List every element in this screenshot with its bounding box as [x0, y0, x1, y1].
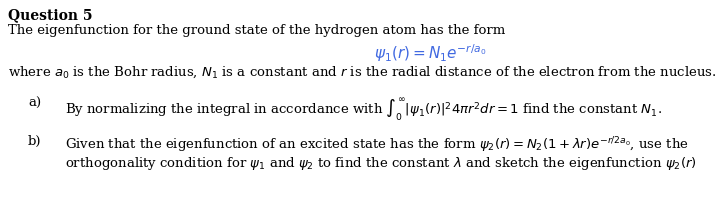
- Text: Question 5: Question 5: [8, 8, 92, 22]
- Text: b): b): [28, 135, 41, 148]
- Text: $\psi_1(r) = N_1e^{-r/a_0}$: $\psi_1(r) = N_1e^{-r/a_0}$: [374, 42, 486, 64]
- Text: The eigenfunction for the ground state of the hydrogen atom has the form: The eigenfunction for the ground state o…: [8, 24, 506, 37]
- Text: Given that the eigenfunction of an excited state has the form $\psi_2(r) = N_2(1: Given that the eigenfunction of an excit…: [65, 135, 689, 155]
- Text: where $a_0$ is the Bohr radius, $N_1$ is a constant and $r$ is the radial distan: where $a_0$ is the Bohr radius, $N_1$ is…: [8, 65, 715, 81]
- Text: By normalizing the integral in accordance with $\int_0^{\infty}|\psi_1(r)|^2 4\p: By normalizing the integral in accordanc…: [65, 97, 662, 124]
- Text: a): a): [28, 97, 41, 110]
- Text: orthogonality condition for $\psi_1$ and $\psi_2$ to find the constant $\lambda$: orthogonality condition for $\psi_1$ and…: [65, 155, 696, 172]
